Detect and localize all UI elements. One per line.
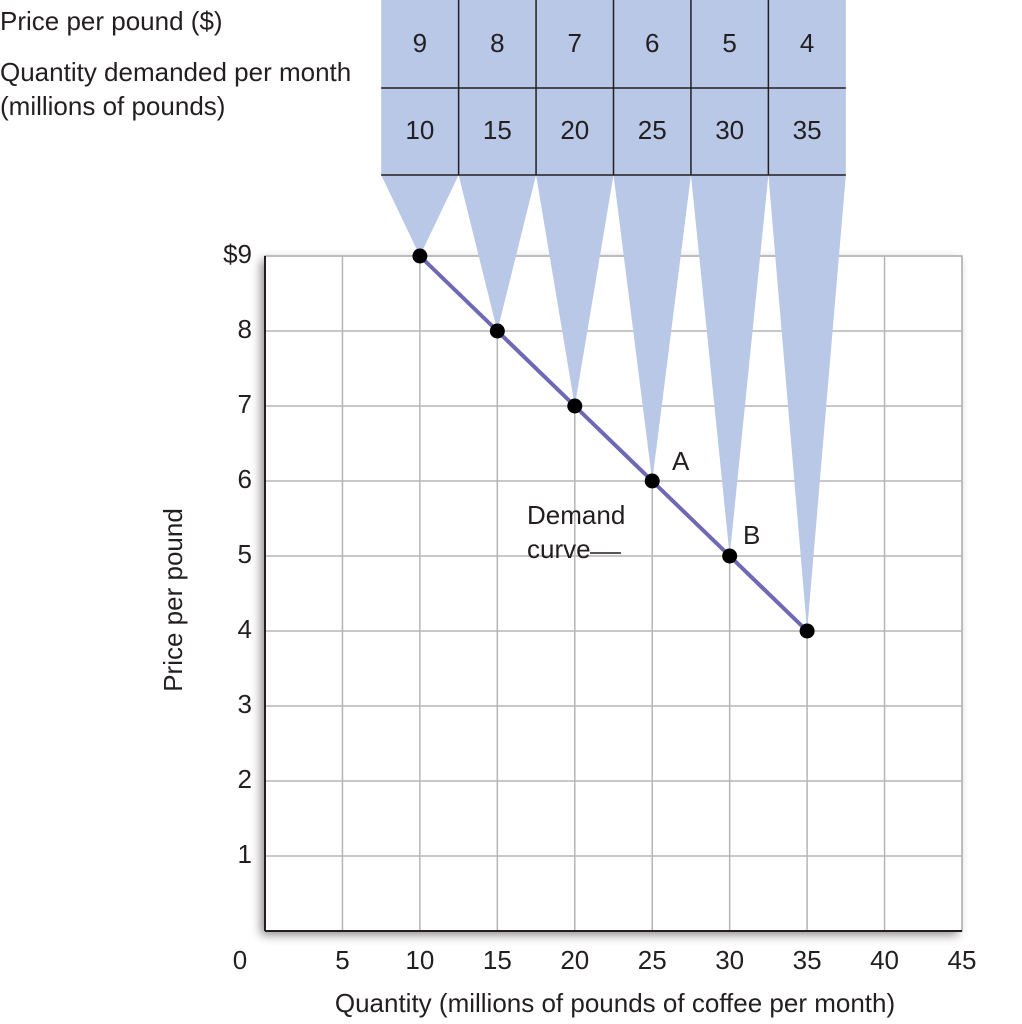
y-tick-label: 5: [238, 539, 252, 569]
table-quantity: 15: [483, 115, 512, 145]
y-tick-label: 7: [238, 389, 252, 419]
table-quantity: 20: [560, 115, 589, 145]
x-tick-label: 30: [715, 945, 744, 975]
x-tick-label: 20: [560, 945, 589, 975]
point: [644, 473, 660, 489]
table-price: 7: [568, 28, 582, 58]
connector: [613, 175, 691, 481]
point: [489, 323, 505, 339]
annotation: B: [743, 520, 761, 550]
connector: [690, 175, 769, 556]
point: [412, 248, 428, 264]
y-axis-title: Price per pound: [158, 508, 188, 692]
point: [799, 623, 815, 639]
connector: [458, 175, 537, 331]
table-price: 9: [413, 28, 427, 58]
x-tick-label: 15: [483, 945, 512, 975]
annotation: A: [672, 446, 690, 476]
connector: [536, 175, 614, 406]
y-tick-label: 8: [238, 314, 252, 344]
demand-line: [418, 254, 809, 633]
x-tick-label: 0: [233, 945, 247, 975]
plot-area: [265, 256, 962, 931]
x-tick-label: 45: [948, 945, 977, 975]
y-tick-label: 2: [238, 764, 252, 794]
table-price: 4: [800, 28, 814, 58]
table-price: 6: [645, 28, 659, 58]
table-quantity: 10: [405, 115, 434, 145]
y-tick-label: 1: [238, 839, 252, 869]
table-price: 5: [722, 28, 736, 58]
y-tick-label: $9: [223, 239, 252, 269]
y-tick-label: 4: [238, 614, 252, 644]
table-row-label: Quantity demanded per month (millions of…: [0, 57, 352, 121]
table-quantity: 30: [715, 115, 744, 145]
x-axis-title: Quantity (millions of pounds of coffee p…: [335, 988, 895, 1018]
annotation: Demand curve: [527, 500, 626, 564]
y-tick-label: 6: [238, 464, 252, 494]
connector: [381, 175, 459, 256]
point: [722, 548, 738, 564]
x-tick-label: 10: [405, 945, 434, 975]
x-tick-label: 25: [638, 945, 667, 975]
x-tick-label: 40: [870, 945, 899, 975]
table-quantity: 35: [793, 115, 822, 145]
x-tick-label: 5: [335, 945, 349, 975]
table-quantity: 25: [638, 115, 667, 145]
x-tick-label: 35: [793, 945, 822, 975]
table-price: 8: [490, 28, 504, 58]
point: [567, 398, 583, 414]
table-row-label: Price per pound ($): [0, 6, 223, 36]
y-tick-label: 3: [238, 689, 252, 719]
connector: [768, 175, 846, 631]
